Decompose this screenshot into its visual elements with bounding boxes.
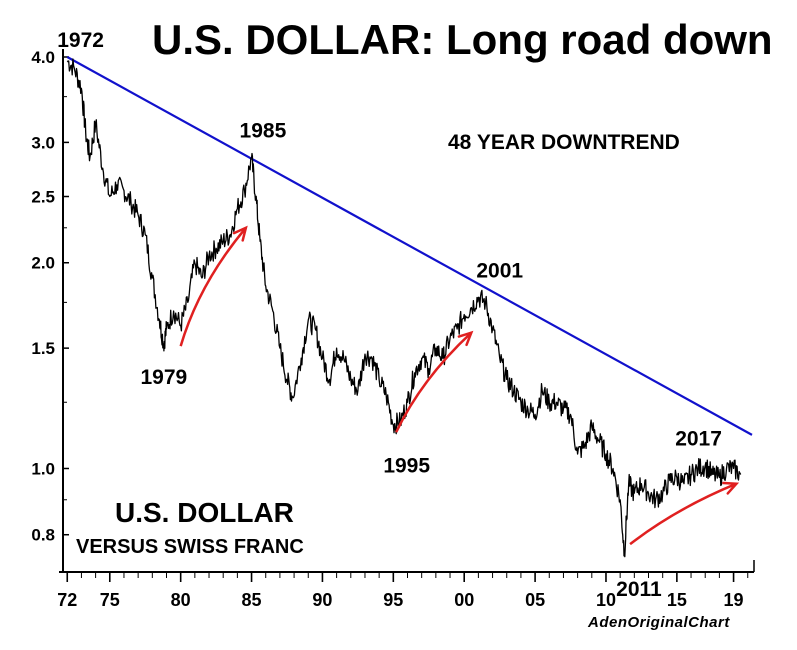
series-name-label: U.S. DOLLAR [115,497,294,528]
y-tick-label: 1.0 [31,459,55,478]
arrow-head-3 [722,481,740,495]
annotation-2011: 2011 [616,578,662,601]
chart-credit: AdenOriginalChart [587,614,730,631]
x-tick-label: 90 [312,590,332,610]
x-tick-label: 05 [525,590,545,610]
axes [59,49,755,573]
downtrend-label: 48 YEAR DOWNTREND [448,131,680,154]
annotation-1979: 1979 [140,366,187,389]
x-tick-label: 95 [383,590,403,610]
y-tick-label: 4.0 [31,48,55,67]
arrow-1 [179,226,247,347]
y-tick-labels: 4.0 3.0 2.5 2.0 1.5 1.0 0.8 [31,48,55,545]
y-tick-label: 1.5 [31,339,55,358]
y-tick-label: 2.0 [31,254,55,273]
series-subtitle-label: VERSUS SWISS FRANC [76,536,304,558]
trendline [66,56,753,436]
annotation-1985: 1985 [240,120,287,143]
annotation-1972: 1972 [57,29,104,52]
x-tick-labels: 72 75 80 85 90 95 00 05 10 15 19 [57,590,743,610]
x-tick-label: 15 [667,590,687,610]
cropped-caption-strip [0,636,797,650]
year-annotations: 1972 1985 1979 2001 1995 2017 2011 [57,29,722,601]
axis-ticks [63,56,749,582]
arrow-3 [629,482,737,546]
x-tick-label: 19 [724,590,744,610]
annotation-2001: 2001 [476,259,523,282]
y-tick-label: 2.5 [31,188,55,207]
series-line-usd-chf [66,58,742,558]
chart-title: U.S. DOLLAR: Long road down [152,16,773,63]
x-tick-label: 72 [57,590,77,610]
y-tick-label: 3.0 [31,133,55,152]
y-tick-label: 0.8 [31,526,55,545]
x-tick-label: 10 [596,590,616,610]
annotation-2017: 2017 [675,428,722,451]
annotation-arrows [179,225,740,546]
arrow-head-1 [232,225,248,242]
x-tick-label: 80 [171,590,191,610]
arrow-2 [395,331,473,433]
x-tick-label: 75 [100,590,120,610]
x-tick-label: 00 [454,590,474,610]
x-tick-label: 85 [242,590,262,610]
annotation-1995: 1995 [383,454,430,477]
arrow-head-2 [457,330,474,347]
